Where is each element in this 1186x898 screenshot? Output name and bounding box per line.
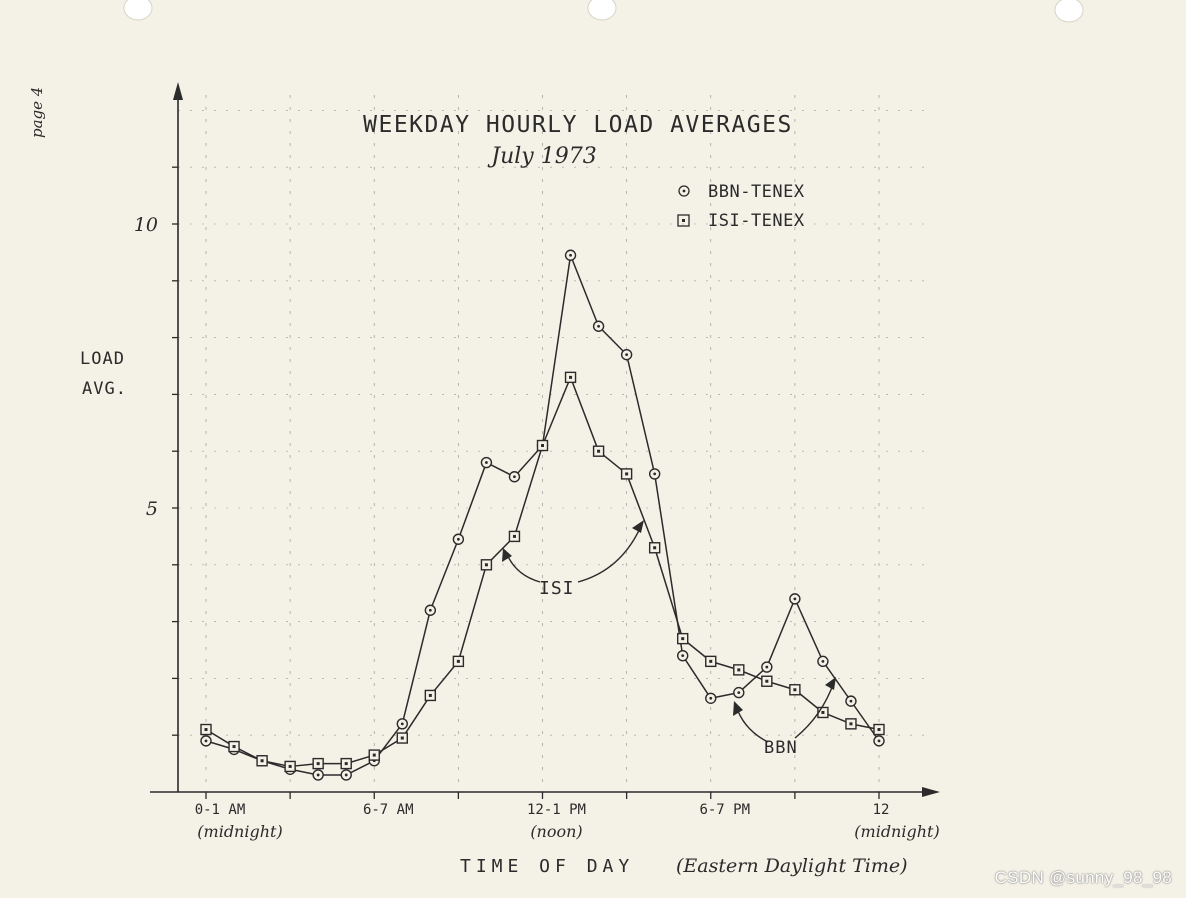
bbn-tenex-data-point [452,533,465,545]
bbn-tenex-data-point [873,735,885,747]
isi-tenex-data-point [733,664,745,676]
x-tick-label: 6-7 AM [363,802,414,818]
bbn-tenex-data-point [592,320,605,332]
isi-tenex-data-point [256,755,268,767]
bbn-tenex-data-point [845,695,857,707]
legend-circle-marker-dot-icon [682,189,686,193]
bbn-tenex-data-point [817,655,829,668]
y-tick-label: 5 [146,498,158,520]
bbn-arrow-left-head [733,701,743,716]
isi-tenex-data-point [340,757,352,770]
bbn-tenex-data-point [508,471,521,483]
axes [150,82,940,797]
legend-circle-marker-icon [678,185,690,197]
bbn-tenex-data-point [761,661,773,673]
data-series [200,249,885,781]
isi-tenex-data-point [789,684,801,696]
page-label: page 4 [28,87,46,138]
bbn-tenex-data-point [312,769,324,781]
bbn-tenex-data-point [789,593,801,605]
isi-tenex-data-point [705,655,717,668]
isi-tenex-data-point [480,559,493,571]
isi-tenex-data-point [648,542,661,554]
isi-tenex-data-point [620,468,633,480]
bbn-tenex-data-point [424,604,437,616]
x-axis-arrow [922,787,940,797]
isi-tenex-data-point [396,732,408,744]
x-tick-sublabel: (noon) [530,822,582,841]
x-tick-sublabel: (midnight) [854,822,939,841]
bbn-tenex-data-point [733,686,745,699]
chart-title: WEEKDAY HOURLY LOAD AVERAGES [363,112,793,138]
x-tick-label: 12 [873,802,890,818]
isi-tenex-data-point [312,757,324,770]
isi-tenex-data-point [284,760,296,773]
bbn-tenex-data-point [648,468,661,480]
bbn-tenex-data-point [200,735,212,747]
x-tick-label: 12-1 PM [527,802,586,818]
bbn-tenex-data-point [705,692,717,704]
isi-tenex-data-point [368,749,380,761]
x-axis-label: TIME OF DAY [460,856,634,877]
bbn-arrow-left [735,705,769,743]
bbn-tenex-data-point [620,348,633,361]
y-axis-label: LOAD AVG. [80,349,127,399]
isi-arrow-right [577,523,643,583]
x-axis-ticks: 0-1 AM (midnight) 6-7 AM 12-1 PM (noon) 6-7 P… [195,792,940,841]
chart-subtitle: July 1973 [487,144,596,169]
isi-tenex-data-point [536,439,549,452]
bbn-tenex-data-point [677,649,689,662]
legend-label-isi: ISI-TENEX [708,211,805,231]
punch-holes [123,0,1084,23]
y-axis-ticks: 5 10 [134,166,178,736]
legend-square-marker-icon [677,214,690,227]
watermark-text: CSDN @sunny_98_98 [994,868,1172,887]
isi-tenex-data-point [761,675,773,687]
x-tick-label: 6-7 PM [699,802,750,818]
isi-annotation-label: ISI [539,578,575,599]
bbn-arrow-right-head [825,677,836,690]
grid-lines [178,95,925,792]
isi-arrow-right-head [632,520,644,533]
bbn-tenex-data-point [480,456,493,469]
legend-label-bbn: BBN-TENEX [708,182,805,202]
x-axis-label-note: (Eastern Daylight Time) [676,855,908,877]
bbn-tenex-data-point [564,249,577,261]
isi-tenex-data-point [200,723,212,736]
y-axis-arrow [173,82,183,100]
isi-tenex-data-point [228,740,240,753]
x-tick-sublabel: (midnight) [197,822,282,841]
legend-square-marker-dot-icon [682,219,685,222]
isi-tenex-data-point [873,723,885,736]
isi-tenex-data-point [564,371,577,384]
bbn-tenex-data-point [396,718,408,730]
isi-tenex-data-point [845,718,857,730]
bbn-tenex-data-point [340,769,352,781]
isi-tenex-data-point [452,655,465,668]
y-tick-label: 10 [134,214,158,236]
isi-tenex-data-point [508,530,521,543]
bbn-annotation-label: BBN [764,738,798,758]
isi-arrow-left-head [502,548,512,562]
isi-tenex-data-point [424,689,437,702]
isi-tenex-data-point [592,445,605,457]
x-tick-label: 0-1 AM [195,802,246,818]
legend: BBN-TENEX ISI-TENEX [677,182,805,231]
annotations: ISI BBN [502,520,836,758]
isi-tenex-data-point [677,632,689,645]
